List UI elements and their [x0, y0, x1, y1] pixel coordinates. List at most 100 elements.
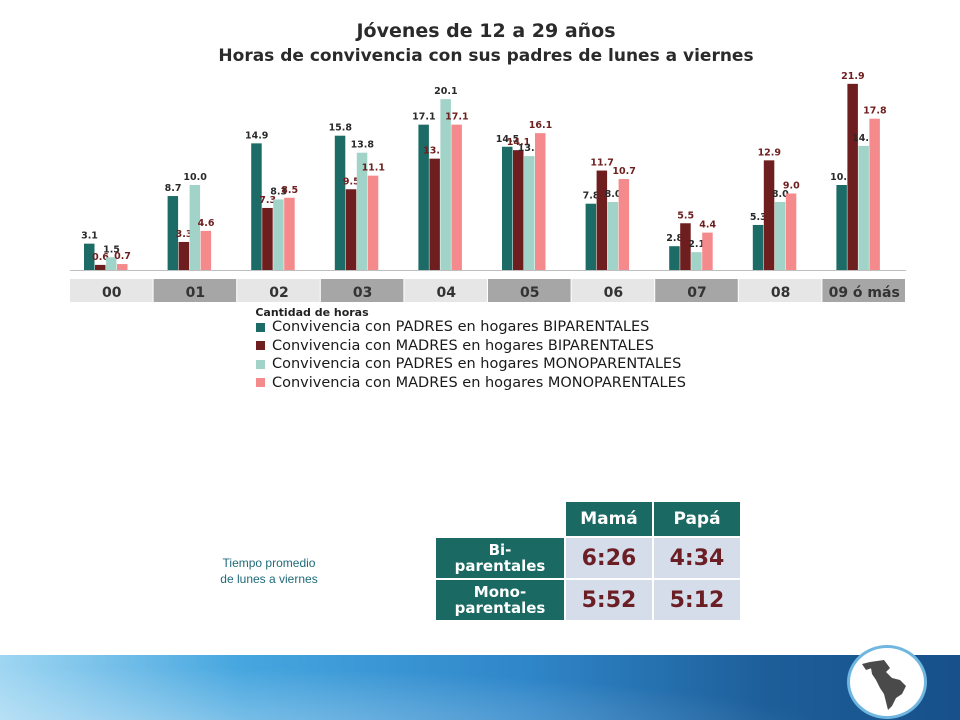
legend-item-padres-biparentales: Convivencia con PADRES en hogares BIPARE…: [256, 318, 686, 337]
x-tick-band: [320, 279, 404, 302]
bar: [251, 143, 262, 270]
bar: [596, 170, 608, 270]
bar: [84, 243, 95, 270]
bar: [607, 202, 619, 270]
data-label: 10.0: [183, 172, 207, 183]
footer-glow: [0, 655, 960, 720]
bar: [440, 99, 451, 271]
data-label: 8.0: [772, 189, 789, 200]
x-tick-band: [822, 279, 905, 302]
row-label-part1: Bi-: [488, 541, 512, 559]
x-tick-label: 03: [353, 285, 372, 301]
bar: [535, 133, 546, 270]
x-tick-label: 00: [102, 285, 122, 301]
legend-item-madres-biparentales: Convivencia con MADRES en hogares BIPARE…: [256, 337, 686, 356]
legend-label: Convivencia con MADRES en hogares MONOPA…: [272, 374, 686, 391]
bar: [785, 193, 797, 270]
data-label: 11.1: [362, 163, 385, 174]
data-label: 16.1: [529, 120, 552, 131]
legend-label: Convivencia con PADRES en hogares BIPARE…: [272, 319, 650, 336]
data-label: 12.9: [758, 147, 781, 158]
x-tick-label: 04: [436, 285, 456, 301]
bar: [262, 207, 273, 270]
bar-chart: 003.10.61.50.7018.73.310.04.60214.97.38.…: [70, 71, 906, 319]
bar: [847, 83, 858, 270]
data-label: 15.8: [329, 123, 353, 134]
x-tick-band: [488, 279, 571, 302]
note-line1: Tiempo promedio: [222, 556, 316, 570]
data-label: 17.1: [445, 112, 468, 123]
legend-label: Convivencia con MADRES en hogares BIPARE…: [272, 337, 655, 354]
data-label: 13.8: [351, 140, 375, 151]
bar: [345, 189, 357, 270]
data-label: 17.1: [412, 112, 435, 123]
table-corner: [436, 502, 564, 536]
legend-swatch: [256, 341, 265, 351]
bar: [167, 196, 179, 270]
data-label: 17.8: [863, 106, 887, 117]
data-label: 11.7: [590, 158, 613, 169]
bar: [367, 175, 379, 270]
x-tick-label: 08: [771, 285, 790, 301]
header-mama: Mamá: [566, 502, 652, 536]
row-label-part2: parentales: [454, 599, 546, 617]
bar: [858, 145, 869, 270]
data-label: 5.5: [677, 210, 694, 221]
data-label: 20.1: [434, 86, 457, 97]
data-label: 2.1: [688, 239, 705, 250]
row-label-part1: Mono-: [473, 583, 527, 601]
bar: [680, 223, 691, 270]
data-label: 8.3: [270, 186, 287, 197]
legend-swatch: [256, 378, 265, 388]
cell-mama-biparentales: 6:26: [566, 538, 652, 578]
data-label: 13.4: [518, 143, 542, 154]
data-label: 5.3: [750, 212, 767, 223]
cell-papa-monoparentales: 5:12: [654, 580, 740, 620]
bar: [106, 257, 117, 270]
data-label: 2.8: [666, 233, 683, 244]
data-label: 9.0: [783, 181, 800, 192]
bar: [513, 150, 524, 270]
data-label: 14.9: [245, 130, 268, 141]
data-label: 14.6: [852, 133, 876, 144]
x-axis-title: Cantidad de horas: [255, 306, 369, 319]
data-label: 8.5: [281, 185, 298, 196]
bar: [585, 203, 597, 270]
x-tick-label: 01: [186, 285, 205, 301]
legend-swatch: [256, 359, 265, 369]
bar: [117, 264, 128, 270]
cell-papa-biparentales: 4:34: [654, 538, 740, 578]
data-label: 10.0: [830, 172, 854, 183]
header-papa: Papá: [654, 502, 740, 536]
bar: [200, 230, 212, 270]
data-label: 3.1: [81, 231, 98, 242]
x-tick-band: [571, 279, 655, 302]
data-label: 9.5: [343, 176, 360, 187]
data-label: 14.1: [507, 137, 530, 148]
bar: [774, 202, 786, 270]
bar: [273, 199, 284, 270]
data-label: 8.0: [605, 189, 622, 200]
row-label-monoparentales: Mono- parentales: [436, 580, 564, 620]
bar: [752, 224, 764, 270]
chart-legend: Convivencia con PADRES en hogares BIPARE…: [256, 318, 686, 392]
data-label: 8.7: [165, 183, 182, 194]
x-tick-label: 02: [269, 285, 288, 301]
cell-mama-monoparentales: 5:52: [566, 580, 652, 620]
table-row: Bi- parentales 6:26 4:34: [436, 538, 740, 578]
bar: [691, 252, 702, 270]
data-label: 21.9: [841, 71, 864, 82]
latin-america-map-icon: [850, 648, 924, 716]
bar: [524, 156, 535, 270]
x-tick-band: [153, 279, 237, 302]
x-tick-band: [655, 279, 738, 302]
bar: [356, 152, 368, 270]
legend-swatch: [256, 322, 265, 332]
x-tick-label: 09 ó más: [829, 285, 900, 301]
x-tick-band: [70, 279, 153, 302]
x-tick-band: [404, 279, 487, 302]
bar: [284, 197, 295, 270]
row-label-part2: parentales: [454, 557, 546, 575]
data-label: 14.5: [496, 134, 519, 145]
x-tick-label: 07: [687, 285, 706, 301]
